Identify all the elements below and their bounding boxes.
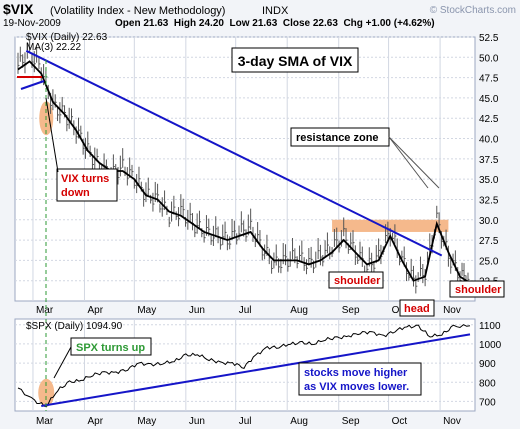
shoulder-right-label: shoulder <box>455 284 502 296</box>
vix-turns-pointer <box>45 97 59 173</box>
vix-legend: $VIX (Daily) 22.63 <box>26 32 108 43</box>
header-logo: © StockCharts.com <box>430 5 516 16</box>
vix-y-tick-label: 27.5 <box>479 236 499 247</box>
spx-month-label: Nov <box>443 416 461 427</box>
header-symbol: $VIX <box>3 1 34 17</box>
spx-legend: $SPX (Daily) 1094.90 <box>26 321 123 332</box>
header-date: 19-Nov-2009 <box>3 18 61 29</box>
chart-title: 3-day SMA of VIX <box>238 53 353 69</box>
spx-trendline <box>41 333 471 408</box>
vix-y-tick-label: 40.0 <box>479 135 499 146</box>
vix-y-tick-label: 45.0 <box>479 94 499 105</box>
spx-y-tick-label: 1100 <box>479 321 501 332</box>
spx-month-label: Apr <box>87 416 103 427</box>
spx-x-axis: Mar Apr May Jun Jul Aug Sep Oct Nov <box>36 416 461 427</box>
vix-month-label: Oct <box>392 305 408 316</box>
spx-line <box>17 324 471 408</box>
stocks-line1: stocks move higher <box>304 367 408 379</box>
spx-up-label: SPX turns up <box>76 342 145 354</box>
title-box <box>231 47 359 73</box>
resistance-zone <box>332 219 449 232</box>
vix-ma-line <box>17 60 471 284</box>
vix-x-axis: Mar Apr May Jun Jul Aug Sep Oct Nov <box>36 305 461 316</box>
head-label: head <box>404 303 430 315</box>
vix-y-tick-label: 30.0 <box>479 216 499 227</box>
header-ohlc: Open 21.63 High 24.20 Low 21.63 Close 22… <box>115 18 435 29</box>
vix-y-tick-label: 42.5 <box>479 114 499 125</box>
vix-y-tick-label: 47.5 <box>479 74 499 85</box>
vix-y-tick-label: 50.0 <box>479 53 499 64</box>
vix-y-tick-label: 35.0 <box>479 175 499 186</box>
vix-y-axis: 22.525.027.530.032.535.037.540.042.545.0… <box>479 33 499 288</box>
resistance-label: resistance zone <box>296 132 379 144</box>
vix-month-label: Nov <box>443 305 461 316</box>
head-box <box>399 299 435 317</box>
spx-y-tick-label: 1000 <box>479 340 502 351</box>
vix-month-label: Aug <box>290 305 308 316</box>
vix-month-label: Mar <box>36 305 54 316</box>
spx-month-label: Mar <box>36 416 54 427</box>
vix-trendline <box>25 49 443 257</box>
header-name: (Volatility Index - New Methodology) <box>50 5 225 17</box>
spx-y-tick-label: 900 <box>479 359 496 370</box>
spx-y-axis: 700 800 900 1000 1100 <box>479 321 502 409</box>
ma-legend: MA(3) 22.22 <box>26 42 81 53</box>
spx-month-label: Jun <box>189 416 205 427</box>
vix-y-tick-label: 37.5 <box>479 155 499 166</box>
spx-month-label: May <box>137 416 156 427</box>
stocks-line2: as VIX moves lower. <box>304 381 409 393</box>
shoulder-right-box <box>449 280 505 298</box>
vix-early-trendline <box>20 80 45 90</box>
spx-month-label: Aug <box>290 416 308 427</box>
vix-month-label: Sep <box>342 305 360 316</box>
spx-up-box <box>70 337 152 356</box>
vix-turns-line2: down <box>61 187 90 199</box>
stocks-box <box>298 362 422 396</box>
vix-month-label: May <box>137 305 156 316</box>
resistance-pointer-1 <box>388 136 429 189</box>
resistance-pointer-2 <box>388 136 440 189</box>
vix-grid <box>15 36 475 301</box>
spx-month-label: Sep <box>342 416 360 427</box>
vix-turns-line1: VIX turns <box>61 173 109 185</box>
spx-y-tick-label: 700 <box>479 397 496 408</box>
vix-y-tick-label: 52.5 <box>479 33 499 44</box>
vix-y-tick-label: 25.0 <box>479 256 499 267</box>
spx-up-pointer <box>53 346 72 379</box>
vix-turns-box <box>56 168 118 202</box>
shoulder-left-box <box>328 271 384 289</box>
vix-month-label: Jul <box>239 305 252 316</box>
vix-month-label: Apr <box>87 305 103 316</box>
header-exchange: INDX <box>262 5 289 17</box>
spx-month-label: Jul <box>239 416 252 427</box>
spx-y-tick-label: 800 <box>479 378 496 389</box>
shoulder-left-label: shoulder <box>334 275 381 287</box>
spx-month-label: Oct <box>392 416 408 427</box>
vix-month-label: Jun <box>189 305 205 316</box>
vix-y-tick-label: 32.5 <box>479 195 499 206</box>
